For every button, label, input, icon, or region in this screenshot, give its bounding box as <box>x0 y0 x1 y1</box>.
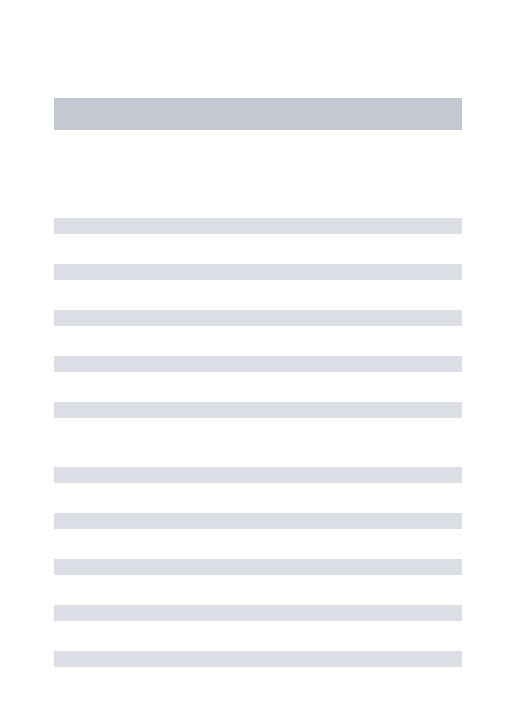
skeleton-line <box>54 402 462 418</box>
skeleton-line <box>54 218 462 234</box>
skeleton-line <box>54 605 462 621</box>
skeleton-line <box>54 356 462 372</box>
skeleton-line <box>54 467 462 483</box>
skeleton-line <box>54 310 462 326</box>
skeleton-line <box>54 651 462 667</box>
skeleton-header-bar <box>54 98 462 130</box>
skeleton-line <box>54 513 462 529</box>
skeleton-line <box>54 559 462 575</box>
skeleton-line <box>54 264 462 280</box>
